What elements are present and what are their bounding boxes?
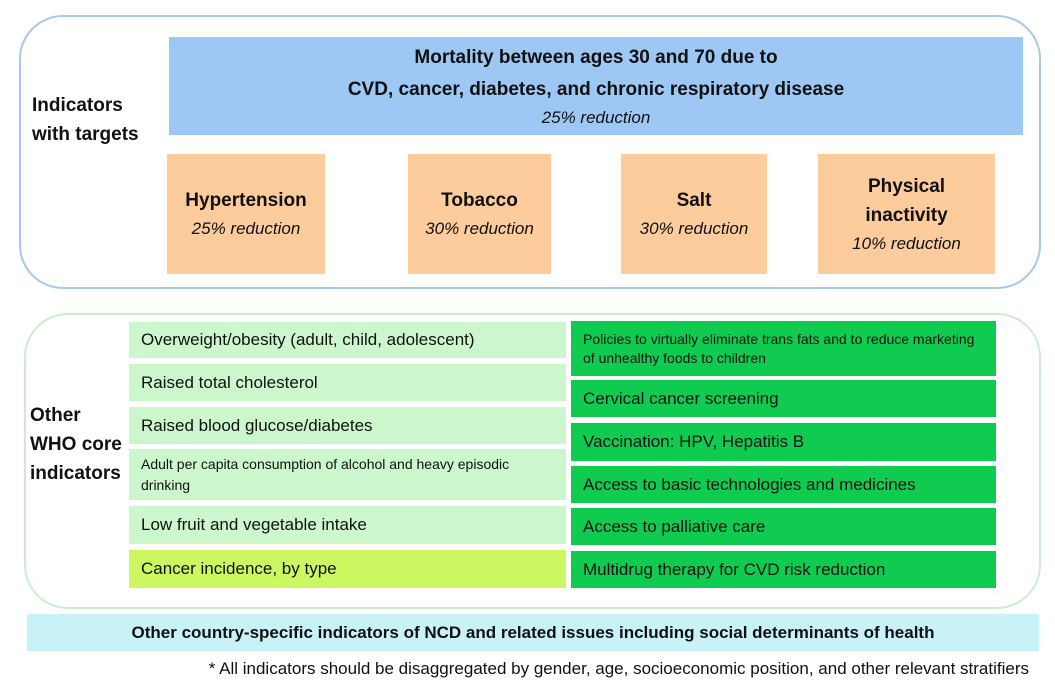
target-name: Tobacco <box>441 190 518 211</box>
target-reduction: 30% reduction <box>639 219 749 238</box>
target-reduction: 10% reduction <box>852 233 961 253</box>
indicator-palliative-care: Access to palliative care <box>571 508 996 545</box>
target-box-tobacco: Tobacco 30% reduction <box>408 154 551 274</box>
country-specific-indicators-bar: Other country-specific indicators of NCD… <box>27 614 1039 651</box>
core-indicators-panel <box>24 313 1041 609</box>
target-name: Salt <box>676 190 712 211</box>
target-box-salt: Salt 30% reduction <box>621 154 767 274</box>
mortality-target-box: Mortality between ages 30 and 70 due to … <box>169 37 1023 135</box>
footnote: * All indicators should be disaggregated… <box>208 659 1029 678</box>
indicator-vaccination: Vaccination: HPV, Hepatitis B <box>571 423 996 461</box>
indicator-cervical-screening: Cervical cancer screening <box>571 380 996 417</box>
indicator-overweight-obesity: Overweight/obesity (adult, child, adoles… <box>129 322 566 358</box>
indicator-multidrug-therapy: Multidrug therapy for CVD risk reduction <box>571 551 996 588</box>
indicator-raised-glucose: Raised blood glucose/diabetes <box>129 407 566 444</box>
target-box-hypertension: Hypertension 25% reduction <box>167 154 325 274</box>
core-section-label: Other WHO core indicators <box>30 405 122 484</box>
indicator-trans-fats-policy: Policies to virtually eliminate trans fa… <box>571 321 996 376</box>
indicator-raised-cholesterol: Raised total cholesterol <box>129 364 566 401</box>
mortality-title-line2: CVD, cancer, diabetes, and chronic respi… <box>347 79 845 100</box>
target-reduction: 25% reduction <box>191 219 301 238</box>
target-box-physical-inactivity: Physical inactivity 10% reduction <box>818 154 995 274</box>
target-name: Physical inactivity <box>865 175 948 226</box>
targets-section-label: Indicators with targets <box>32 95 139 145</box>
target-reduction: 30% reduction <box>425 219 534 238</box>
mortality-reduction: 25% reduction <box>541 108 651 127</box>
targets-panel <box>19 15 1041 289</box>
indicator-fruit-vegetable: Low fruit and vegetable intake <box>129 506 566 544</box>
indicator-alcohol-consumption: Adult per capita consumption of alcohol … <box>129 449 566 500</box>
target-name: Hypertension <box>185 190 307 211</box>
mortality-title-line1: Mortality between ages 30 and 70 due to <box>414 47 778 68</box>
indicator-basic-technologies: Access to basic technologies and medicin… <box>571 466 996 503</box>
indicator-cancer-incidence: Cancer incidence, by type <box>129 550 566 588</box>
